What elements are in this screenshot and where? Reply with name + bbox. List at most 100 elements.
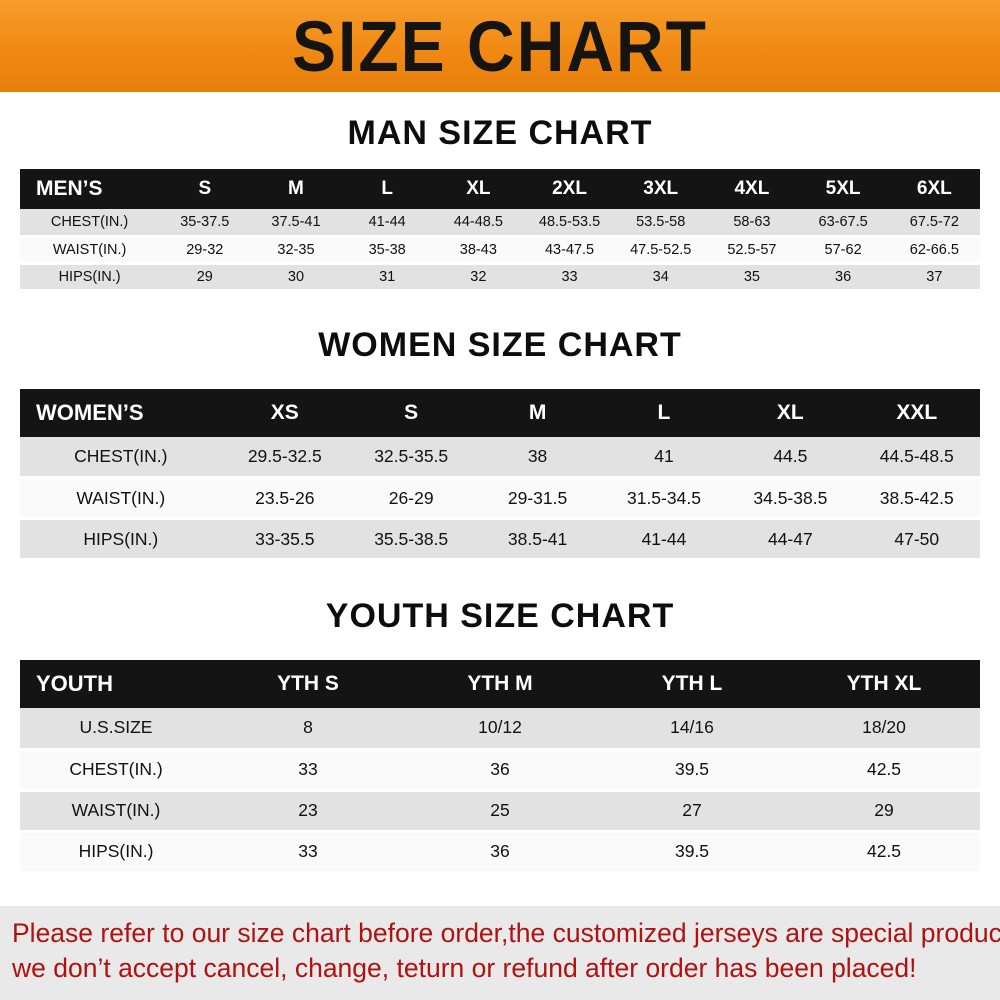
column-header: MEN’S (20, 169, 160, 209)
table-row: HIPS(IN.) 29 30 31 32 33 34 35 36 37 (20, 263, 980, 292)
order-note-line-2: we don’t accept cancel, change, teturn o… (12, 953, 917, 984)
size-value-cell: 44.5 (727, 436, 854, 479)
size-value-cell: 33 (212, 749, 404, 792)
size-chart-banner: SIZE CHART (0, 0, 1000, 92)
size-value-cell: 25 (404, 790, 596, 833)
table-row: HIPS(IN.) 33 36 39.5 42.5 (20, 831, 980, 874)
order-note: Please refer to our size chart before or… (0, 906, 1000, 1000)
size-value-cell: 36 (404, 749, 596, 792)
column-header: WOMEN’S (20, 388, 222, 437)
column-header: YTH L (596, 660, 788, 708)
size-value-cell: 48.5-53.5 (523, 209, 616, 238)
row-label: HIPS(IN.) (20, 518, 222, 561)
row-label: U.S.SIZE (20, 708, 212, 751)
size-value-cell: 38-43 (432, 236, 524, 265)
size-value-cell: 26-29 (347, 477, 475, 520)
column-header: 6XL (888, 169, 980, 209)
size-value-cell: 44-47 (727, 518, 854, 561)
men-section-heading: MAN SIZE CHART (347, 114, 653, 152)
size-value-cell: 53.5-58 (615, 209, 707, 238)
column-header: M (474, 388, 601, 437)
youth-size-section: YOUTH SIZE CHART YOUTH YTH S YTH M YTH L YTH… (0, 561, 1000, 874)
size-value-cell: 41-44 (341, 209, 433, 238)
banner-title: SIZE CHART (292, 6, 708, 86)
women-size-table: WOMEN’S XS S M L XL XXL CHEST(IN.) 29.5-32.5 32.5… (20, 388, 980, 561)
column-header: YTH XL (788, 660, 980, 708)
size-value-cell: 31.5-34.5 (600, 477, 728, 520)
size-value-cell: 57-62 (797, 236, 889, 265)
size-value-cell: 47.5-52.5 (615, 236, 707, 265)
size-value-cell: 34 (615, 263, 707, 292)
size-value-cell: 43-47.5 (523, 236, 616, 265)
size-value-cell: 41-44 (600, 518, 728, 561)
size-value-cell: 34.5-38.5 (727, 477, 854, 520)
row-label: CHEST(IN.) (20, 209, 160, 238)
table-row: WAIST(IN.) 23 25 27 29 (20, 790, 980, 833)
size-value-cell: 47-50 (853, 518, 980, 561)
size-value-cell: 30 (250, 263, 342, 292)
column-header: 3XL (615, 169, 707, 209)
row-label: WAIST(IN.) (20, 790, 212, 833)
row-label: HIPS(IN.) (20, 263, 160, 292)
header-row: WOMEN’S XS S M L XL XXL (20, 388, 980, 437)
column-header: XXL (853, 388, 980, 437)
size-value-cell: 33 (523, 263, 616, 292)
size-value-cell: 38 (474, 436, 601, 479)
size-value-cell: 41 (600, 436, 728, 479)
table-row: U.S.SIZE 8 10/12 14/16 18/20 (20, 708, 980, 751)
size-value-cell: 38.5-41 (474, 518, 601, 561)
size-value-cell: 42.5 (788, 831, 980, 874)
size-value-cell: 23 (212, 790, 404, 833)
women-size-section: WOMEN SIZE CHART WOMEN’S XS S M L XL XXL CHEST(… (0, 292, 1000, 561)
column-header: YTH M (404, 660, 596, 708)
size-value-cell: 35-38 (341, 236, 433, 265)
order-note-line-1: Please refer to our size chart before or… (12, 918, 1000, 949)
size-value-cell: 44.5-48.5 (853, 436, 980, 479)
size-value-cell: 29 (159, 263, 251, 292)
row-label: CHEST(IN.) (20, 436, 222, 479)
size-value-cell: 36 (404, 831, 596, 874)
size-value-cell: 33-35.5 (221, 518, 348, 561)
column-header: YTH S (212, 660, 404, 708)
size-value-cell: 63-67.5 (797, 209, 889, 238)
size-value-cell: 52.5-57 (706, 236, 798, 265)
size-value-cell: 29.5-32.5 (221, 436, 348, 479)
table-row: CHEST(IN.) 35-37.5 37.5-41 41-44 44-48.5 48.5… (20, 209, 980, 238)
row-label: HIPS(IN.) (20, 831, 212, 874)
size-value-cell: 39.5 (596, 831, 788, 874)
size-value-cell: 33 (212, 831, 404, 874)
size-value-cell: 27 (596, 790, 788, 833)
table-row: CHEST(IN.) 33 36 39.5 42.5 (20, 749, 980, 792)
column-header: M (250, 169, 342, 209)
size-value-cell: 67.5-72 (888, 209, 980, 238)
size-value-cell: 37 (888, 263, 980, 292)
size-value-cell: 29 (788, 790, 980, 833)
column-header: 2XL (523, 169, 616, 209)
row-label: WAIST(IN.) (20, 477, 222, 520)
table-row: HIPS(IN.) 33-35.5 35.5-38.5 38.5-41 41-44 44-… (20, 518, 980, 561)
size-value-cell: 58-63 (706, 209, 798, 238)
men-size-table: MEN’S S M L XL 2XL 3XL 4XL 5XL 6XL CHEST(IN.) 35-37… (20, 169, 980, 292)
size-value-cell: 37.5-41 (250, 209, 342, 238)
youth-section-heading: YOUTH SIZE CHART (325, 597, 675, 635)
size-value-cell: 8 (212, 708, 404, 751)
size-value-cell: 38.5-42.5 (853, 477, 980, 520)
size-value-cell: 35 (706, 263, 798, 292)
column-header: XS (221, 388, 348, 437)
men-size-section: MAN SIZE CHART MEN’S S M L XL 2XL 3XL 4XL 5XL 6XL… (0, 92, 1000, 292)
size-value-cell: 36 (797, 263, 889, 292)
size-value-cell: 32 (432, 263, 524, 292)
size-value-cell: 29-31.5 (474, 477, 601, 520)
table-row: WAIST(IN.) 29-32 32-35 35-38 38-43 43-47.5 47.… (20, 236, 980, 265)
table-row: WAIST(IN.) 23.5-26 26-29 29-31.5 31.5-34.5 34… (20, 477, 980, 520)
size-value-cell: 32-35 (250, 236, 342, 265)
size-value-cell: 10/12 (404, 708, 596, 751)
youth-size-table: YOUTH YTH S YTH M YTH L YTH XL U.S.SIZE 8 10/12… (20, 660, 980, 874)
size-value-cell: 29-32 (159, 236, 251, 265)
column-header: XL (432, 169, 524, 209)
size-value-cell: 35-37.5 (159, 209, 251, 238)
size-value-cell: 32.5-35.5 (347, 436, 475, 479)
column-header: L (341, 169, 433, 209)
size-value-cell: 18/20 (788, 708, 980, 751)
size-value-cell: 62-66.5 (888, 236, 980, 265)
